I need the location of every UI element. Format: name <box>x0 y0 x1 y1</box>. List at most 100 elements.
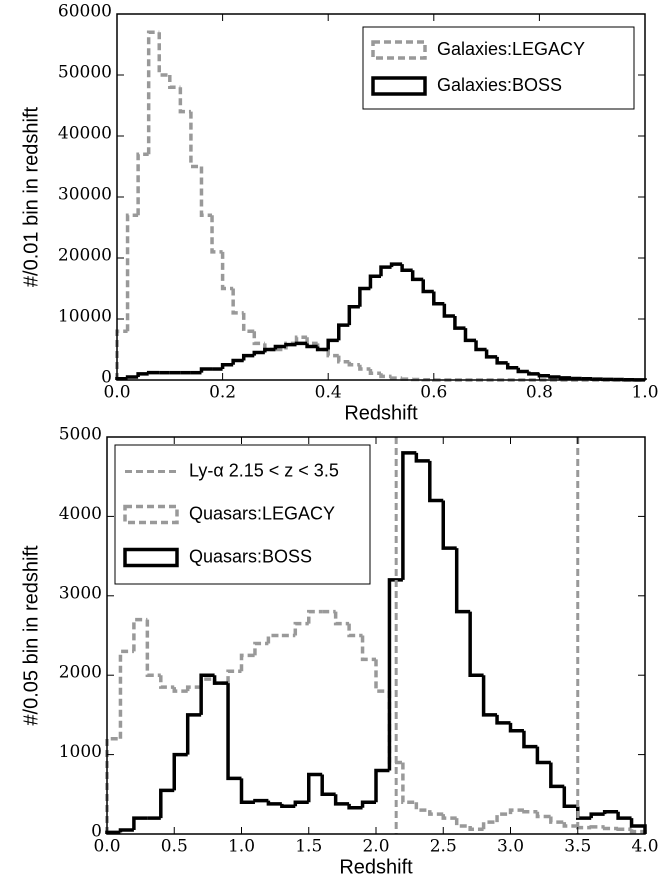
histogram-step <box>428 460 444 503</box>
histogram-step <box>454 818 471 828</box>
histogram-step <box>220 251 234 291</box>
histogram-step <box>212 675 229 685</box>
histogram-step <box>453 315 466 330</box>
x-tick-label: 3.0 <box>497 837 524 857</box>
histogram-step <box>172 752 188 791</box>
histogram-step <box>481 820 498 830</box>
y-tick-label: 30000 <box>58 185 112 205</box>
histogram-step <box>210 215 223 254</box>
histogram-step <box>358 364 371 371</box>
histogram-step <box>337 323 350 341</box>
x-axis-label: Redshift <box>339 856 413 878</box>
histogram-step <box>414 452 430 463</box>
histogram-step <box>347 623 363 638</box>
histogram-step <box>305 343 318 349</box>
histogram-step <box>199 166 213 218</box>
histogram-step <box>241 353 255 361</box>
histogram-step <box>360 635 376 662</box>
histogram-step <box>602 810 619 815</box>
histogram-step <box>157 32 170 77</box>
histogram-step <box>132 617 148 652</box>
histogram-step <box>320 774 336 797</box>
histogram-step <box>199 677 215 688</box>
histogram-step <box>589 825 605 829</box>
histogram-step <box>379 265 392 277</box>
x-tick-label: 0.5 <box>161 837 188 857</box>
histogram-step <box>602 826 619 831</box>
histogram-step <box>178 87 191 114</box>
histogram-step <box>231 358 244 365</box>
histogram-step <box>305 337 318 346</box>
histogram-step <box>315 346 329 352</box>
histogram-step <box>347 361 360 367</box>
histogram-step <box>481 675 498 717</box>
histogram-step <box>379 373 392 379</box>
histogram-step <box>253 798 269 803</box>
x-tick-label: 0.4 <box>315 383 342 403</box>
histogram-step <box>199 367 213 373</box>
histogram-step <box>527 371 540 376</box>
histogram-step <box>118 649 134 739</box>
histogram-step <box>293 621 309 636</box>
histogram-step <box>549 816 565 824</box>
y-tick-label: 3000 <box>59 583 102 603</box>
histogram-step <box>337 355 350 364</box>
histogram-step <box>454 548 471 614</box>
histogram-step <box>616 811 632 820</box>
x-tick-label: 3.5 <box>564 837 591 857</box>
y-axis-label: #/0.05 bin in redshift <box>20 545 42 726</box>
histogram-step <box>374 768 390 803</box>
histogram-step <box>576 806 592 820</box>
histogram-step <box>159 788 175 819</box>
histogram-step <box>159 675 175 689</box>
y-tick-label: 5000 <box>59 425 102 445</box>
histogram-step <box>172 687 188 693</box>
histogram-step <box>115 329 128 380</box>
legend-swatch <box>371 40 427 60</box>
histogram-step <box>231 288 244 315</box>
histogram-step <box>252 350 265 356</box>
histogram-step <box>185 685 202 692</box>
histogram-step <box>389 262 403 268</box>
histogram-step <box>226 669 242 684</box>
histogram-step <box>105 736 121 834</box>
histogram-step <box>535 746 551 765</box>
histogram-step <box>562 786 578 808</box>
histogram-step <box>535 811 551 819</box>
histogram-step <box>273 344 286 350</box>
histogram-step <box>368 274 381 289</box>
x-tick-label: 0.0 <box>93 837 120 857</box>
histogram-step <box>374 659 390 693</box>
histogram-step <box>549 762 565 789</box>
histogram-step <box>132 816 148 831</box>
histogram-step <box>522 810 538 814</box>
histogram-step <box>428 810 444 816</box>
histogram-step <box>368 369 381 376</box>
histogram-step <box>495 356 508 365</box>
histogram-step <box>284 342 297 347</box>
legend-box <box>114 444 371 585</box>
histogram-step <box>474 340 487 352</box>
histogram-step <box>326 349 339 358</box>
histogram-step <box>421 279 434 294</box>
x-tick-label: 0.8 <box>526 383 553 403</box>
histogram-step <box>505 362 519 370</box>
histogram-step <box>347 305 360 326</box>
histogram-step <box>226 683 242 781</box>
x-tick-label: 2.0 <box>362 837 389 857</box>
histogram-step <box>293 800 309 807</box>
histogram-step <box>185 713 202 755</box>
histogram-step <box>522 730 538 749</box>
x-axis-label: Redshift <box>344 402 418 424</box>
histogram-step <box>569 376 582 381</box>
y-tick-label: 60000 <box>58 2 112 22</box>
y-tick-label: 0 <box>91 822 102 842</box>
x-tick-label: 0.6 <box>420 383 447 403</box>
histogram-step <box>400 377 413 381</box>
histogram-step <box>410 270 424 282</box>
histogram-step <box>239 653 255 672</box>
x-tick-label: 4.0 <box>631 837 658 857</box>
histogram-step <box>280 803 296 808</box>
histogram-step <box>400 264 413 272</box>
